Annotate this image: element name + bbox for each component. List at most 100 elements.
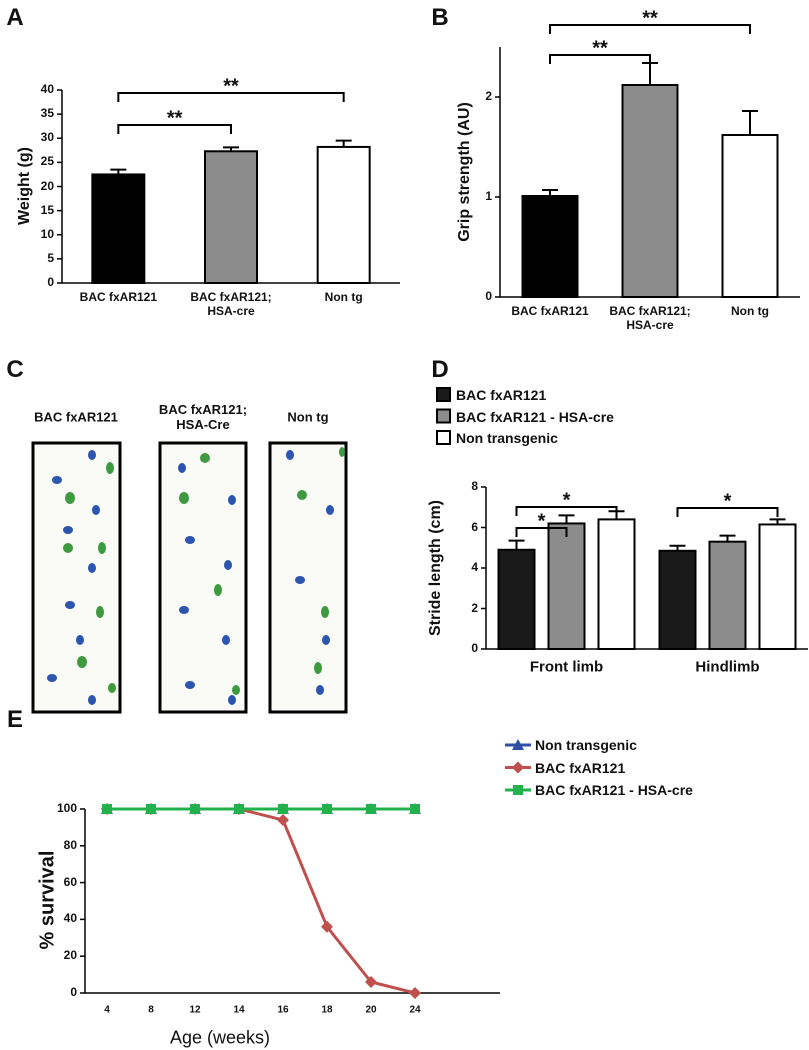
y-tick-label: 10 [40,226,54,241]
error-bar [223,146,239,152]
series-marker [190,804,200,814]
legend-label: Non transgenic [535,736,637,753]
legend-label: Non transgenic [456,429,558,446]
bar [721,134,779,298]
significance-bracket [676,507,779,517]
bar [521,195,579,298]
significance-bracket [549,24,751,34]
series-marker [322,804,332,814]
panel-letter: E [6,706,24,734]
series-marker [234,804,244,814]
error-bar [642,62,658,85]
x-tick-label: 18 [321,1004,333,1016]
y-tick-label: 0 [70,985,77,1000]
bar [91,173,146,284]
legend-marker [512,761,524,774]
x-tick-label: 8 [148,1004,154,1016]
series-line [107,807,416,995]
y-tick-label: 1 [485,189,492,204]
y-tick-label: 0 [471,641,478,656]
footprints-green [63,447,345,695]
panel-letter: B [431,4,449,32]
x-tick-label: 20 [365,1004,377,1016]
significance-label: * [723,490,732,513]
panel-letter: A [6,4,24,32]
series-marker [277,814,289,827]
bar [708,540,747,650]
series-marker [410,804,420,814]
y-tick-label: 35 [40,106,54,121]
y-tick-label: 60 [63,874,77,889]
x-tick-label: 12 [189,1004,201,1016]
significance-label: ** [592,37,608,60]
significance-bracket [117,124,232,134]
image-title: Non tg [287,409,329,425]
bar [497,548,536,651]
y-axis-label: Stride length (cm) [426,499,444,637]
y-tick-label: 40 [63,911,77,926]
x-tick-label: BAC fxAR121; HSA-cre [609,304,691,332]
x-tick-label: Non tg [324,290,363,304]
series-marker [366,804,376,814]
significance-label: ** [642,7,658,30]
x-tick-label: 14 [233,1004,245,1016]
bar [621,84,679,298]
y-tick-label: 15 [40,202,54,217]
x-tick-label: 4 [104,1004,110,1016]
significance-bracket [117,92,345,102]
significance-label: ** [166,107,183,130]
y-tick-label: 0 [485,289,492,304]
y-tick-label: 5 [47,250,54,265]
y-axis-label: Weight (g) [15,147,33,225]
x-axis-label: Age (weeks) [169,1027,271,1048]
y-tick-label: 25 [40,154,54,169]
significance-label: * [562,489,571,512]
y-tick-label: 100 [56,801,77,816]
image-title: BAC fxAR121 [34,409,118,425]
bar [658,549,697,650]
bar [204,150,258,284]
bar [758,523,797,651]
x-tick-label: 16 [277,1004,289,1016]
error-bar [769,518,786,525]
series-marker [146,804,156,814]
y-tick-label: 30 [40,130,54,145]
y-tick-label: 6 [471,519,478,534]
legend-marker [512,739,524,750]
y-tick-label: 20 [40,178,54,193]
footprint-box [31,441,122,714]
footprint-box [158,441,248,714]
panel-letter: C [6,356,24,384]
bar [597,518,636,651]
y-tick-label: 20 [63,948,77,963]
significance-bracket [549,54,651,64]
footprint-box [268,441,348,714]
y-tick-label: 0 [47,275,54,290]
error-bar [335,139,352,147]
x-tick-label: Front limb [529,658,604,676]
series-marker [102,804,112,814]
legend-swatch [436,408,451,424]
x-tick-label: Non tg [731,304,769,318]
y-tick-label: 8 [471,479,478,494]
x-tick-label: 24 [409,1004,421,1016]
x-tick-label: BAC fxAR121 [79,290,158,304]
error-bar [542,189,558,196]
series-marker [321,920,333,933]
series-marker [365,975,377,988]
legend-label: BAC fxAR121 [456,386,547,403]
error-bar [508,539,525,550]
legend-label: BAC fxAR121 - HSA-cre [456,408,614,425]
error-bar [669,544,686,551]
x-tick-label: BAC fxAR121; HSA-cre [190,290,272,318]
panel-letter: D [431,356,449,384]
legend-swatch [436,430,451,445]
legend-label: BAC fxAR121 - HSA-cre [535,781,693,798]
legend-label: BAC fxAR121 [535,759,626,776]
footprints-blue [47,450,334,705]
y-tick-label: 2 [471,600,478,615]
y-axis-label: % survival [36,850,59,950]
legend-swatch [436,387,451,402]
